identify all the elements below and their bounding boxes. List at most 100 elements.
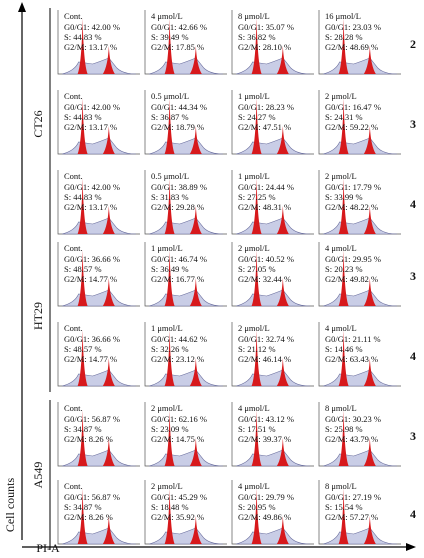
phase-percent: G0/G1: 23.03 % <box>325 22 381 32</box>
g1-peak <box>77 410 88 466</box>
condition: 8 μmol/L <box>238 11 270 21</box>
g2-peak <box>363 358 376 386</box>
histogram-fit <box>235 527 311 545</box>
phase-percent: G0/G1: 42.00 % <box>64 22 120 32</box>
g2-peak <box>189 278 202 306</box>
phase-percent: S: 24.27 % <box>238 112 276 122</box>
phase-percent: S: 44.83 % <box>64 112 102 122</box>
g2-peak <box>276 126 289 154</box>
phase-percent: S: 21.12 % <box>238 344 276 354</box>
phase-percent: S: 36.87 % <box>151 112 189 122</box>
condition: 2 μmol/L <box>151 481 183 491</box>
phase-percent: G0/G1: 36.66 % <box>64 254 120 264</box>
condition: 2 μmol/L <box>151 403 183 413</box>
phase-percent: G2/M: 47.51 % <box>238 122 291 132</box>
phase-percent: S: 36.82 % <box>238 32 276 42</box>
phase-percent: G2/M: 14.77 % <box>64 354 117 364</box>
g1-peak <box>77 330 88 386</box>
phase-percent: G0/G1: 56.87 % <box>64 492 120 502</box>
histogram-fit <box>148 57 224 75</box>
phase-percent: G2/M: 23.12 % <box>151 354 204 364</box>
phase-percent: G2/M: 46.14 % <box>238 354 291 364</box>
condition: 1 μmol/L <box>151 323 183 333</box>
phase-percent: S: 24.31 % <box>325 112 363 122</box>
phase-percent: G0/G1: 29.79 % <box>238 492 294 502</box>
histogram-fit <box>235 449 311 467</box>
phase-percent: G2/M: 39.37 % <box>238 434 291 444</box>
histogram-fit <box>322 137 398 155</box>
g2-peak <box>102 358 115 386</box>
g1-peak <box>338 98 349 154</box>
g2-peak <box>363 206 376 234</box>
histogram-fit <box>322 527 398 545</box>
condition: 4 μmol/L <box>325 323 357 333</box>
row-number: 4 <box>410 197 416 211</box>
phase-percent: G2/M: 43.79 % <box>325 434 378 444</box>
g2-peak <box>102 46 115 74</box>
phase-percent: G2/M: 17.85 % <box>151 42 204 52</box>
phase-percent: G0/G1: 45.29 % <box>151 492 207 502</box>
g1-peak <box>251 178 262 234</box>
condition: Cont. <box>64 91 83 101</box>
g1-peak <box>251 410 262 466</box>
g1-peak <box>77 250 88 306</box>
condition: 0.5 μmol/L <box>151 171 189 181</box>
phase-percent: S: 14.46 % <box>325 344 363 354</box>
phase-percent: G0/G1: 27.19 % <box>325 492 381 502</box>
g1-peak <box>251 250 262 306</box>
condition: 1 μmol/L <box>238 91 270 101</box>
phase-percent: G2/M: 14.77 % <box>64 274 117 284</box>
group-label: CT26 <box>31 110 45 137</box>
g2-peak <box>276 46 289 74</box>
group-label: A549 <box>31 462 45 489</box>
phase-percent: G0/G1: 42.00 % <box>64 182 120 192</box>
g1-peak <box>338 250 349 306</box>
histogram-fit <box>148 137 224 155</box>
phase-percent: S: 18.48 % <box>151 502 189 512</box>
g1-peak <box>77 178 88 234</box>
phase-percent: S: 28.28 % <box>325 32 363 42</box>
phase-percent: G2/M: 57.27 % <box>325 512 378 522</box>
row-number: 2 <box>410 37 416 51</box>
condition: Cont. <box>64 481 83 491</box>
phase-percent: G0/G1: 28.23 % <box>238 102 294 112</box>
histogram-fit <box>61 57 137 75</box>
phase-percent: S: 34.87 % <box>64 502 102 512</box>
g1-peak <box>251 98 262 154</box>
histogram-fit <box>235 217 311 235</box>
g1-peak <box>338 410 349 466</box>
phase-percent: S: 32.26 % <box>151 344 189 354</box>
g1-peak <box>251 330 262 386</box>
histogram-fit <box>61 289 137 307</box>
g1-peak <box>164 250 175 306</box>
condition: 8 μmol/L <box>325 481 357 491</box>
phase-percent: S: 36.49 % <box>151 264 189 274</box>
g2-peak <box>276 278 289 306</box>
histogram-fit <box>322 449 398 467</box>
condition: 0.5 μmol/L <box>151 91 189 101</box>
g2-peak <box>102 516 115 544</box>
row-number: 3 <box>410 429 416 443</box>
phase-percent: S: 20.23 % <box>325 264 363 274</box>
phase-percent: S: 48.57 % <box>64 264 102 274</box>
phase-percent: G0/G1: 17.79 % <box>325 182 381 192</box>
phase-percent: G0/G1: 21.11 % <box>325 334 381 344</box>
g2-peak <box>363 438 376 466</box>
histogram-fit <box>235 57 311 75</box>
phase-percent: G0/G1: 44.62 % <box>151 334 207 344</box>
g2-peak <box>102 438 115 466</box>
arrow-head <box>406 543 416 551</box>
phase-percent: G0/G1: 36.66 % <box>64 334 120 344</box>
histogram-fit <box>148 289 224 307</box>
phase-percent: G2/M: 8.26 % <box>64 512 113 522</box>
phase-percent: S: 27.25 % <box>238 192 276 202</box>
condition: Cont. <box>64 243 83 253</box>
condition: 4 μmol/L <box>325 243 357 253</box>
phase-percent: G0/G1: 38.89 % <box>151 182 207 192</box>
condition: Cont. <box>64 11 83 21</box>
g1-peak <box>164 330 175 386</box>
y-label: Cell counts <box>3 478 17 533</box>
g2-peak <box>276 438 289 466</box>
g2-peak <box>363 516 376 544</box>
